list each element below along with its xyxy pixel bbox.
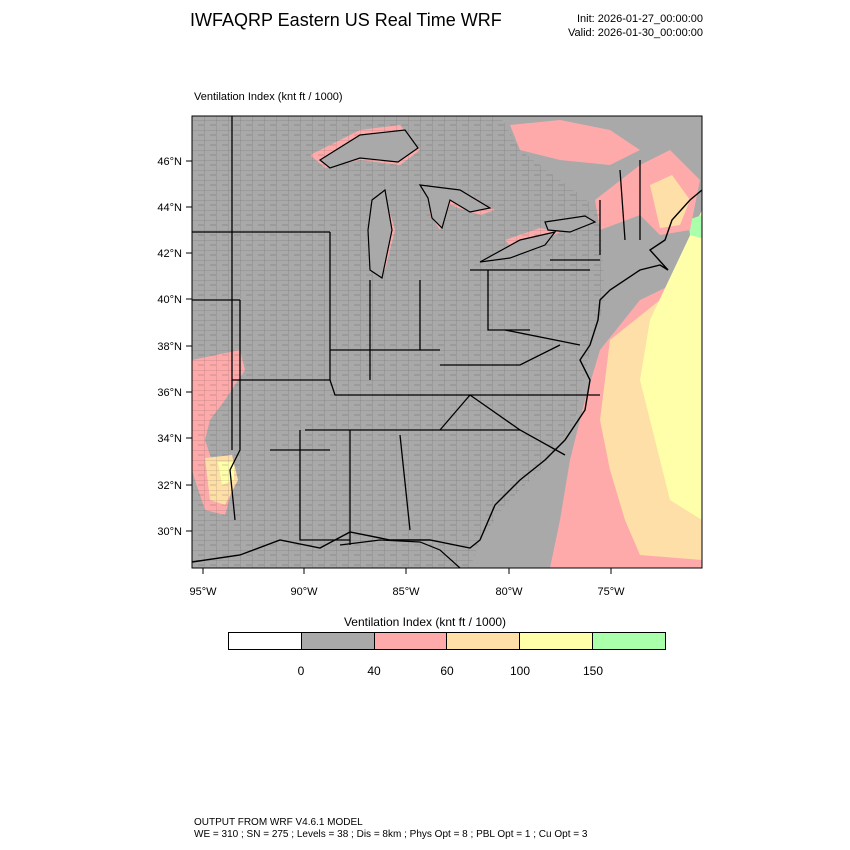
colorbar-box [520, 633, 594, 649]
lon-label: 90°W [290, 586, 318, 598]
lat-label: 36°N [157, 387, 182, 399]
lon-label: 75°W [597, 586, 625, 598]
state-borders [192, 116, 641, 545]
lat-label: 40°N [157, 294, 182, 306]
valid-time: Valid: 2026-01-30_00:00:00 [568, 27, 703, 39]
lake-ontario [544, 215, 597, 233]
lat-label: 34°N [157, 433, 182, 445]
colorbar-tick-label: 150 [582, 664, 604, 678]
colorbar-box [374, 633, 448, 649]
lat-label: 30°N [157, 526, 182, 538]
field-label: Ventilation Index (knt ft / 1000) [194, 91, 343, 103]
colorbar-tick-label: 40 [367, 664, 381, 678]
footer-model-line: OUTPUT FROM WRF V4.6.1 MODEL [194, 817, 363, 828]
lon-label: 85°W [392, 586, 420, 598]
lon-label: 80°W [495, 586, 523, 598]
new-england-tan [650, 175, 690, 228]
map-frame [191, 115, 703, 569]
lat-label: 44°N [157, 202, 182, 214]
lat-label: 42°N [157, 248, 182, 260]
footer-config-line: WE = 310 ; SN = 275 ; Levels = 38 ; Dis … [194, 829, 588, 840]
longitude-axis: 95°W 90°W 85°W 80°W 75°W [189, 568, 625, 598]
colorbar-box [593, 633, 665, 649]
lon-label: 95°W [189, 586, 217, 598]
colorbar-box [447, 633, 521, 649]
colorbar-tick-label: 0 [297, 664, 305, 678]
lake-erie [479, 231, 557, 263]
colorbar-tick-label: 100 [509, 664, 531, 678]
county-boundaries [192, 116, 605, 568]
colorbar-tick-label: 60 [440, 664, 454, 678]
lat-label: 46°N [157, 156, 182, 168]
florida-panhandle [339, 539, 461, 568]
canada-pink [510, 120, 640, 165]
colorbar [228, 632, 666, 650]
latitude-axis: 46°N 44°N 42°N 40°N 38°N 36°N 34°N 32°N 30°N [157, 156, 192, 538]
init-time: Init: 2026-01-27_00:00:00 [577, 13, 703, 25]
lat-label: 32°N [157, 480, 182, 492]
ocean-yellow-region [640, 210, 702, 520]
lake-huron [418, 184, 492, 230]
colorbar-title: Ventilation Index (knt ft / 1000) [343, 615, 507, 629]
lake-michigan [367, 188, 393, 279]
lake-superior [318, 129, 419, 169]
colorbar-box [301, 633, 375, 649]
colorbar-box [229, 633, 302, 649]
lat-label: 38°N [157, 341, 182, 353]
plot-title: IWFAQRP Eastern US Real Time WRF [190, 10, 502, 30]
coastline [192, 189, 702, 563]
